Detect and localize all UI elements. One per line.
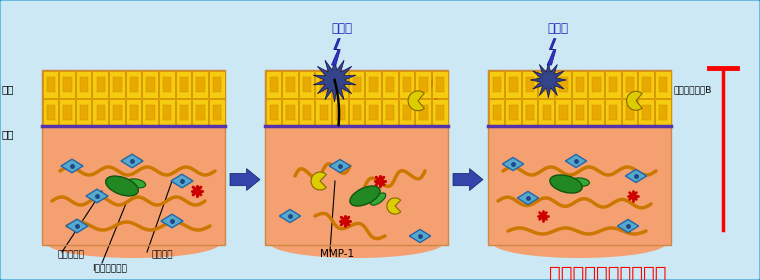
Bar <box>625 76 634 92</box>
Bar <box>559 104 568 120</box>
Bar <box>180 76 188 92</box>
Bar <box>159 99 175 125</box>
Bar <box>492 76 501 92</box>
Polygon shape <box>161 214 183 228</box>
Bar <box>538 71 554 97</box>
Bar <box>398 71 414 97</box>
Text: ゲンノショウコエキス: ゲンノショウコエキス <box>549 265 667 280</box>
Bar <box>436 76 445 92</box>
Bar <box>142 99 158 125</box>
Bar <box>125 71 141 97</box>
Bar <box>42 70 225 245</box>
Bar <box>46 104 55 120</box>
Bar <box>180 104 188 120</box>
Bar <box>196 76 204 92</box>
Bar <box>97 104 105 120</box>
Bar <box>505 99 521 125</box>
Bar <box>488 70 671 245</box>
Bar <box>655 71 670 97</box>
Bar <box>299 99 315 125</box>
Bar <box>576 104 584 120</box>
Wedge shape <box>387 198 401 214</box>
Bar <box>642 104 651 120</box>
Bar <box>386 76 394 92</box>
Bar <box>369 104 378 120</box>
Ellipse shape <box>370 193 386 205</box>
Ellipse shape <box>270 228 443 258</box>
Bar <box>625 104 634 120</box>
Bar <box>366 71 381 97</box>
Bar <box>113 104 122 120</box>
Bar <box>299 71 315 97</box>
Bar <box>543 76 551 92</box>
Bar <box>130 76 138 92</box>
Polygon shape <box>530 62 566 98</box>
Bar <box>526 104 534 120</box>
Bar <box>176 99 192 125</box>
Bar <box>93 71 108 97</box>
Bar <box>125 99 141 125</box>
Bar <box>163 104 172 120</box>
Ellipse shape <box>350 186 380 206</box>
Bar <box>659 76 667 92</box>
Bar <box>572 99 587 125</box>
Bar <box>315 99 331 125</box>
Bar <box>76 99 91 125</box>
Bar <box>432 99 448 125</box>
Text: MMP-1: MMP-1 <box>320 249 354 259</box>
Bar <box>265 71 281 97</box>
Bar <box>505 71 521 97</box>
Polygon shape <box>280 209 301 223</box>
Bar <box>403 104 411 120</box>
Bar <box>265 126 448 245</box>
Bar <box>622 99 637 125</box>
Ellipse shape <box>46 228 220 258</box>
Bar <box>332 99 347 125</box>
Bar <box>303 76 312 92</box>
Bar <box>492 104 501 120</box>
Bar <box>638 99 654 125</box>
Bar <box>509 104 518 120</box>
Bar <box>526 76 534 92</box>
Bar <box>369 76 378 92</box>
Bar <box>659 104 667 120</box>
Bar <box>80 76 88 92</box>
Text: 紫外線: 紫外線 <box>331 22 353 35</box>
Ellipse shape <box>571 178 590 186</box>
Bar <box>319 104 328 120</box>
Bar <box>209 71 224 97</box>
Bar <box>265 70 448 126</box>
Bar <box>432 71 448 97</box>
Bar <box>642 76 651 92</box>
Bar <box>415 99 431 125</box>
Polygon shape <box>502 157 524 171</box>
Bar <box>63 76 71 92</box>
Bar <box>353 76 361 92</box>
Polygon shape <box>518 192 539 205</box>
Bar <box>353 104 361 120</box>
Bar <box>43 99 58 125</box>
Bar <box>113 76 122 92</box>
Bar <box>315 71 331 97</box>
Polygon shape <box>453 169 483 191</box>
Bar <box>605 99 621 125</box>
Bar <box>59 99 74 125</box>
Bar <box>349 71 364 97</box>
Ellipse shape <box>492 228 667 258</box>
Bar <box>522 99 537 125</box>
Bar <box>609 76 617 92</box>
Bar <box>605 71 621 97</box>
Bar <box>593 104 601 120</box>
Bar <box>593 76 601 92</box>
Bar <box>147 104 155 120</box>
Bar <box>287 76 295 92</box>
Polygon shape <box>121 154 143 168</box>
Bar <box>638 71 654 97</box>
Text: 真皮: 真皮 <box>2 129 14 139</box>
Bar <box>97 76 105 92</box>
Bar <box>538 99 554 125</box>
Bar <box>576 76 584 92</box>
Bar <box>403 76 411 92</box>
Polygon shape <box>547 39 556 65</box>
